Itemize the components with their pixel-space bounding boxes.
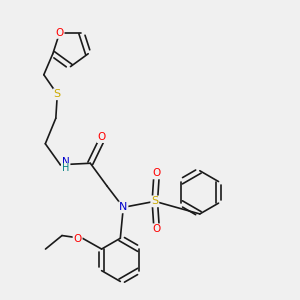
Text: O: O [152,168,160,178]
Text: N: N [62,157,70,167]
Text: N: N [119,202,128,212]
Text: H: H [62,163,69,173]
Text: O: O [56,28,64,38]
Text: O: O [152,224,160,234]
Text: S: S [151,196,158,206]
Text: O: O [74,233,82,244]
Text: O: O [97,132,106,142]
Text: S: S [54,89,61,99]
